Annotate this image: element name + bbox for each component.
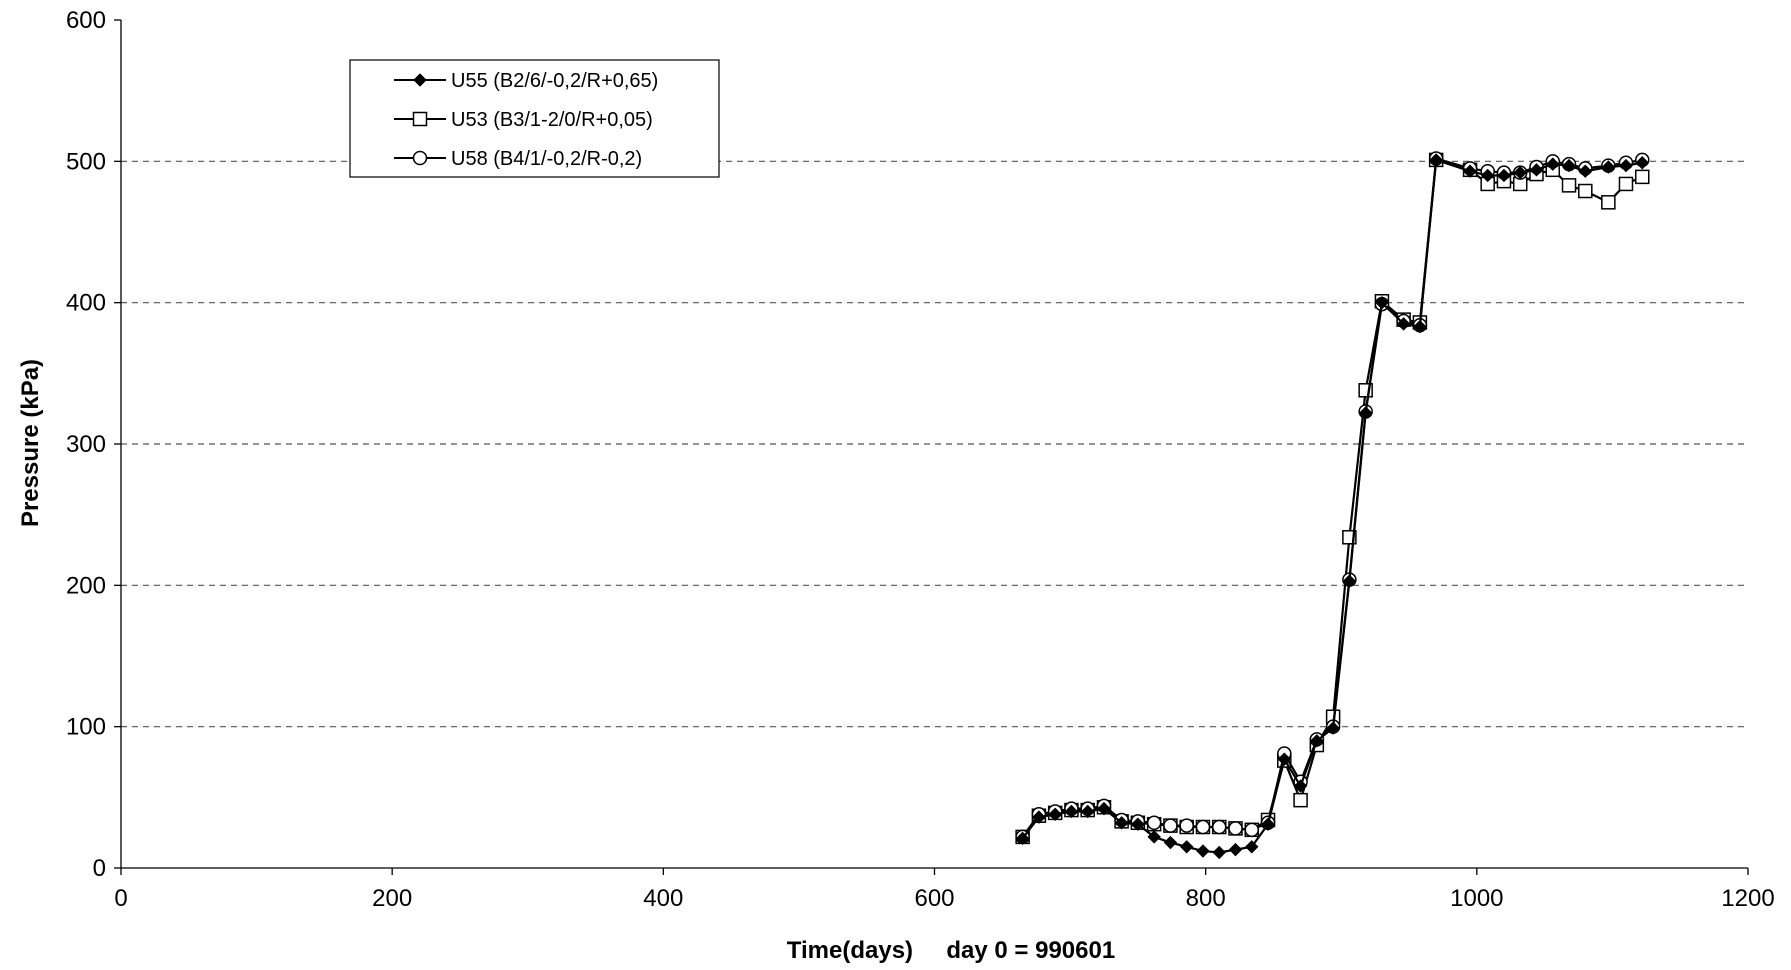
data-point-u53 (1578, 183, 1593, 199)
data-point-u55 (1228, 842, 1243, 857)
data-point-u55 (1212, 845, 1226, 860)
y-tick-label-400: 400 (66, 290, 106, 317)
data-point-u55 (1064, 804, 1079, 819)
data-point-u55 (1310, 734, 1324, 748)
x-tick-label-600: 600 (914, 885, 954, 912)
series-u53 (1015, 152, 1650, 845)
data-point-u55 (1015, 831, 1030, 846)
series-line-u55 (1021, 158, 1643, 854)
data-point-u55 (1513, 165, 1527, 180)
data-point-u55 (1179, 840, 1194, 854)
y-tick-label-300: 300 (66, 431, 106, 458)
data-point-u55 (1546, 157, 1560, 171)
data-point-u55 (1048, 807, 1062, 822)
axis-layer: 0 100 200 300 400 500 600 0 200 400 600 800 1000 1200 (66, 7, 1775, 912)
data-point-u58 (1163, 818, 1178, 833)
data-point-u58 (1179, 818, 1194, 833)
x-tick-label-400: 400 (643, 885, 683, 912)
data-point-u55 (1277, 752, 1292, 766)
data-point-u55 (1032, 810, 1046, 824)
legend-label-u55: U55 (B2/6/-0,2/R+0,65) (451, 70, 658, 92)
series-layer (1015, 151, 1650, 860)
x-tick-label-0: 0 (114, 885, 127, 912)
y-axis-title: Pressure (kPa) (17, 359, 44, 527)
legend: U55 (B2/6/-0,2/R+0,65) U53 (B3/1-2/0/R+0,… (349, 59, 720, 178)
data-point-u55 (1529, 163, 1544, 177)
y-tick-label-200: 200 (66, 572, 106, 599)
legend-label-u58: U58 (B4/1/-0,2/R-0,2) (451, 148, 642, 170)
data-point-u55 (1358, 406, 1373, 420)
data-point-u55 (1413, 319, 1427, 334)
x-tick-label-1000: 1000 (1450, 885, 1503, 912)
data-point-u55 (1562, 158, 1576, 173)
series-u58 (1015, 151, 1650, 845)
series-u55 (1015, 153, 1649, 860)
data-point-u55 (1245, 840, 1259, 854)
data-point-u58 (1195, 819, 1211, 835)
data-point-u58 (1146, 815, 1162, 831)
data-point-u53 (1618, 176, 1634, 192)
data-point-u55 (1293, 779, 1308, 793)
data-point-u58 (1211, 819, 1227, 835)
x-tick-label-800: 800 (1186, 885, 1226, 912)
data-point-u55 (1081, 804, 1095, 819)
x-tick-label-200: 200 (372, 885, 412, 912)
data-point-u53 (1561, 178, 1577, 193)
data-point-u55 (1396, 317, 1411, 331)
data-point-u55 (1147, 830, 1161, 844)
data-point-u55 (1578, 164, 1593, 178)
legend-marker-u58 (412, 150, 428, 166)
y-tick-label-0: 0 (93, 855, 106, 882)
data-point-u55 (1619, 158, 1633, 173)
data-point-u55 (1429, 153, 1443, 167)
data-point-u55 (1114, 816, 1129, 830)
data-point-u53 (1293, 792, 1308, 808)
data-point-u55 (1097, 801, 1111, 816)
data-point-u55 (1131, 817, 1145, 831)
data-point-u55 (1326, 721, 1340, 735)
data-point-u53 (1601, 195, 1616, 210)
data-point-u55 (1601, 160, 1616, 174)
y-tick-label-100: 100 (66, 714, 106, 741)
data-point-u58 (1244, 822, 1260, 838)
x-axis-title: Time(days) day 0 = 990601 (787, 937, 1115, 964)
series-line-u53 (1021, 158, 1643, 838)
data-point-u55 (1635, 156, 1649, 170)
x-tick-label-1200: 1200 (1721, 885, 1774, 912)
data-point-u55 (1463, 164, 1477, 178)
series-line-u58 (1021, 157, 1643, 838)
data-point-u55 (1196, 844, 1210, 858)
data-point-u55 (1163, 835, 1178, 850)
y-tick-label-500: 500 (66, 148, 106, 175)
legend-marker-u53 (412, 111, 428, 127)
data-point-u55 (1480, 168, 1495, 183)
grid-layer (121, 160, 1748, 728)
data-point-u53 (1634, 169, 1650, 185)
data-point-u55 (1497, 168, 1511, 183)
data-point-u58 (1228, 821, 1243, 836)
legend-marker-u55 (413, 73, 427, 87)
legend-label-u53: U53 (B3/1-2/0/R+0,05) (451, 109, 653, 131)
data-point-u55 (1375, 295, 1389, 310)
data-point-u55 (1261, 817, 1275, 831)
data-point-u55 (1342, 574, 1357, 588)
y-tick-label-600: 600 (66, 7, 106, 34)
